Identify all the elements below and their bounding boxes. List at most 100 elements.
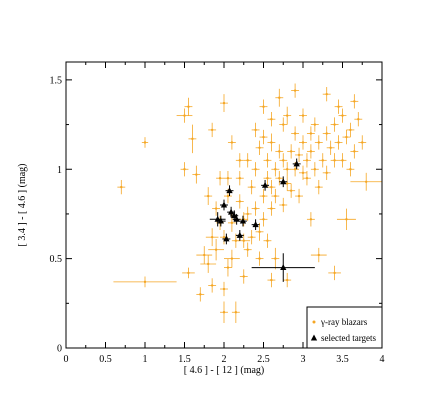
blazar-marker (199, 293, 202, 296)
blazar-marker (341, 114, 344, 117)
blazar-point (326, 140, 335, 155)
target-marker (239, 217, 247, 224)
blazar-marker (349, 128, 352, 132)
blazar-marker (270, 118, 273, 121)
blazar-marker (333, 123, 336, 126)
y-tick-label: 1.5 (50, 75, 63, 86)
blazar-marker (258, 230, 261, 234)
blazar-marker (187, 105, 190, 108)
target-point (222, 233, 231, 245)
x-tick-label: 3.5 (336, 354, 349, 365)
blazar-point (141, 137, 149, 148)
legend-box (306, 306, 383, 349)
target-marker (280, 178, 287, 185)
blazar-point (267, 133, 276, 152)
blazar-point (243, 153, 252, 168)
x-tick-label: 0 (64, 354, 69, 365)
target-marker (217, 217, 224, 224)
blazar-point (231, 301, 240, 323)
blazar-marker (262, 105, 265, 108)
blazar-marker (238, 176, 241, 180)
blazar-point (267, 112, 276, 127)
blazar-marker (345, 135, 348, 139)
blazar-point (279, 197, 288, 213)
blazar-point (239, 269, 248, 284)
blazar-point (224, 258, 232, 277)
blazar-point (322, 87, 331, 102)
target-marker (261, 181, 269, 188)
blazar-point (117, 179, 126, 195)
y-axis-title: [ 3.4 ] - [ 4.6 ] (mag) (17, 163, 28, 246)
blazar-point (330, 153, 339, 168)
blazar-point (275, 171, 284, 186)
blazar-marker (210, 284, 214, 287)
blazar-point (220, 94, 228, 113)
blazar-marker (270, 207, 273, 210)
legend-label-targets: selected targets (321, 333, 377, 343)
blazar-point (328, 265, 341, 281)
blazar-marker (246, 248, 249, 251)
blazar-point (303, 153, 311, 168)
blazar-point (192, 165, 201, 184)
blazar-point (263, 233, 272, 248)
x-tick-label: 2.5 (257, 354, 270, 365)
legend-target-symbol (310, 334, 318, 341)
blazar-marker (218, 176, 222, 180)
blazar-marker (337, 105, 340, 108)
blazar-marker (266, 176, 269, 180)
blazar-marker (274, 194, 277, 198)
blazar-marker (321, 159, 324, 162)
blazar-marker (266, 159, 269, 162)
blazar-point (334, 99, 343, 114)
blazar-marker (317, 185, 320, 189)
blazar-marker (266, 239, 269, 242)
blazar-point (259, 212, 268, 227)
x-tick-label: 2 (222, 354, 227, 365)
blazar-point (196, 246, 213, 264)
blazar-marker (301, 114, 305, 117)
target-point (209, 212, 226, 227)
blazar-point (231, 233, 240, 248)
blazar-point (243, 242, 252, 257)
x-tick-label: 1.5 (178, 354, 191, 365)
blazar-marker (214, 248, 218, 251)
target-marker (233, 215, 240, 222)
x-tick-label: 4 (380, 354, 385, 365)
blazar-marker (289, 189, 293, 192)
blazar-point (279, 117, 288, 132)
blazar-marker (309, 150, 313, 153)
blazar-marker (286, 182, 289, 185)
blazar-marker (365, 180, 368, 183)
blazar-point (314, 135, 323, 150)
blazar-point (358, 135, 367, 150)
blazar-point (322, 165, 331, 180)
blazar-marker (234, 311, 238, 314)
blazar-marker (349, 168, 352, 171)
blazar-point (291, 83, 300, 98)
blazar-point (306, 212, 315, 227)
blazar-point (251, 122, 260, 138)
blazar-point (235, 171, 244, 186)
blazar-marker (313, 123, 317, 126)
blazar-marker (246, 212, 249, 216)
blazar-point (176, 108, 193, 123)
plot-layer (113, 83, 382, 323)
blazar-marker (333, 159, 336, 162)
blazar-point (295, 147, 303, 163)
blazar-point (271, 247, 280, 270)
blazar-point (259, 188, 268, 204)
blazar-point (295, 188, 303, 204)
y-tick-label: 0 (57, 344, 62, 355)
blazar-marker (210, 235, 214, 239)
blazar-point (208, 278, 217, 293)
blazar-marker (226, 266, 230, 269)
blazar-point (208, 238, 224, 261)
blazar-marker (278, 176, 281, 180)
x-axis-title: [ 4.6 ] - [ 12 ] (mag) (184, 365, 265, 376)
blazar-marker (361, 141, 364, 144)
target-marker (220, 201, 228, 208)
blazar-marker (325, 171, 328, 175)
blazar-marker (278, 96, 281, 99)
blazar-marker (282, 159, 285, 162)
blazar-marker (222, 287, 226, 291)
